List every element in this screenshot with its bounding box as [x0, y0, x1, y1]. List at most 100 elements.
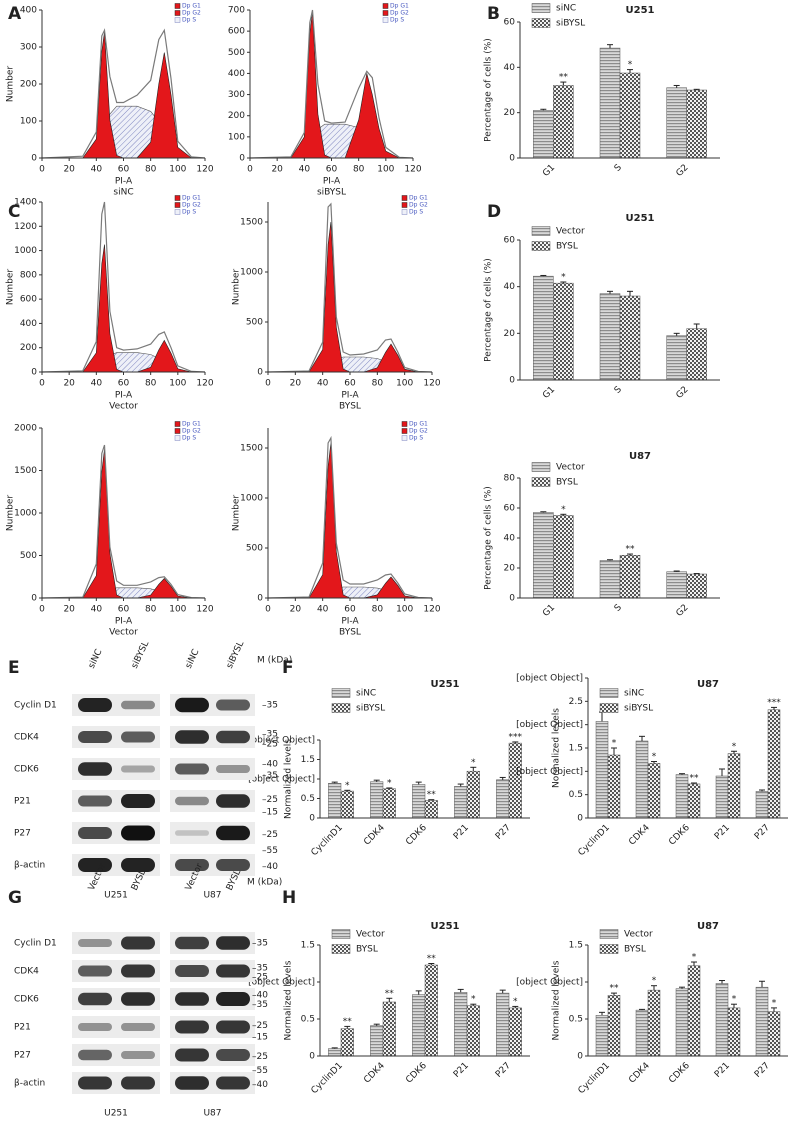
significance: * — [692, 953, 697, 963]
y-tick-label: 800 — [20, 270, 37, 280]
significance: * — [732, 995, 737, 1005]
marker-label: –35 — [262, 729, 278, 739]
band — [175, 830, 209, 836]
protein-label: β-actin — [14, 861, 45, 871]
legend-swatch — [401, 421, 408, 427]
x-tick-label: CDK6 — [667, 823, 692, 848]
x-tick-label: CDK4 — [362, 823, 387, 848]
phase-area — [42, 449, 205, 599]
bar — [412, 994, 426, 1057]
y-tick-label: 0 — [31, 368, 37, 378]
x-tick-label: 100 — [377, 165, 394, 175]
x-axis-label: PI-A — [341, 617, 359, 627]
legend-label: BYSL — [556, 478, 578, 488]
bar — [595, 721, 609, 819]
lane-label: siNC — [184, 648, 202, 671]
legend-label: Vector — [556, 463, 585, 473]
legend-label: BYSL — [356, 945, 378, 955]
cell-label: U251 — [104, 1109, 128, 1119]
x-axis-label: PI-A — [115, 617, 133, 627]
y-tick-label: 200 — [20, 80, 37, 90]
legend-label: Dp G2 — [390, 10, 409, 17]
legend-swatch — [174, 435, 181, 441]
band — [78, 762, 112, 776]
legend-label: Dp G1 — [182, 421, 201, 428]
y-tick-label: 1.5 — [301, 755, 315, 765]
bar — [466, 1005, 480, 1057]
x-tick-label: P21 — [452, 823, 471, 842]
bar — [647, 989, 661, 1057]
x-tick-label: 80 — [353, 165, 365, 175]
legend-swatch — [599, 944, 619, 954]
y-tick-label: 1000 — [240, 268, 263, 278]
significance: *** — [509, 732, 523, 742]
y-axis-label: Number — [6, 269, 16, 305]
y-tick-label: 0 — [257, 594, 263, 604]
y-tick-label: 1.5 — [301, 941, 315, 951]
band — [216, 730, 250, 744]
y-tick-label: 0 — [257, 368, 263, 378]
legend-label: Dp G1 — [409, 421, 428, 428]
band — [121, 1051, 155, 1059]
bar — [496, 779, 510, 819]
x-tick-label: 100 — [396, 379, 413, 389]
bar — [727, 753, 741, 819]
significance: * — [612, 739, 617, 749]
y-tick-label: 60 — [504, 18, 516, 28]
y-tick-label: 0 — [577, 1052, 583, 1062]
legend-label: siNC — [624, 689, 644, 699]
y-axis-label: Normalized levels — [552, 960, 562, 1040]
chart-title: U251 — [431, 921, 460, 932]
legend-swatch — [174, 17, 181, 23]
y-tick-label: 400 — [20, 319, 37, 329]
x-tick-label: 40 — [317, 605, 329, 615]
bar — [533, 512, 554, 599]
band — [121, 1023, 155, 1031]
bar — [686, 328, 707, 381]
bar — [755, 791, 769, 819]
band — [121, 825, 155, 841]
significance: * — [732, 742, 737, 752]
legend-label: Dp S — [409, 435, 423, 442]
x-tick-label: CyclinD1 — [310, 823, 345, 858]
y-tick-label: 0.5 — [301, 794, 315, 804]
y-tick-label: 1000 — [14, 509, 37, 519]
x-tick-label: 120 — [423, 379, 440, 389]
marker-label: –35 — [252, 1000, 268, 1010]
bar — [553, 515, 574, 599]
significance: * — [628, 60, 633, 70]
bar — [619, 295, 641, 381]
bar — [424, 800, 438, 819]
panel-label: G — [8, 888, 22, 908]
y-tick-label: 400 — [20, 6, 37, 16]
y-tick-label: [object Object] — [248, 736, 315, 746]
bar — [370, 781, 384, 819]
legend-swatch — [331, 703, 351, 713]
x-tick-label: 20 — [63, 379, 75, 389]
protein-label: CDK6 — [14, 765, 39, 775]
y-tick-label: 60 — [504, 236, 516, 246]
x-tick-label: 120 — [404, 165, 421, 175]
subtitle: Vector — [109, 402, 138, 412]
y-tick-label: 200 — [20, 343, 37, 353]
bar — [607, 995, 621, 1057]
bar — [686, 573, 707, 599]
y-axis-label: Number — [232, 269, 242, 305]
legend-swatch — [331, 688, 351, 698]
x-tick-label: 60 — [118, 165, 130, 175]
x-tick-label: 80 — [145, 379, 157, 389]
legend-swatch — [531, 3, 551, 13]
marker-label: –15 — [252, 1032, 268, 1042]
bar — [328, 783, 342, 819]
band — [175, 1020, 209, 1034]
legend-label: siNC — [556, 4, 576, 14]
band — [121, 936, 155, 950]
x-tick-label: G2 — [675, 603, 691, 619]
legend-swatch — [531, 18, 551, 28]
chart-title: U87 — [697, 921, 719, 932]
significance: ** — [427, 954, 437, 964]
legend-swatch — [331, 944, 351, 954]
x-tick-label: CDK4 — [627, 1061, 652, 1086]
y-tick-label: 80 — [504, 474, 516, 484]
